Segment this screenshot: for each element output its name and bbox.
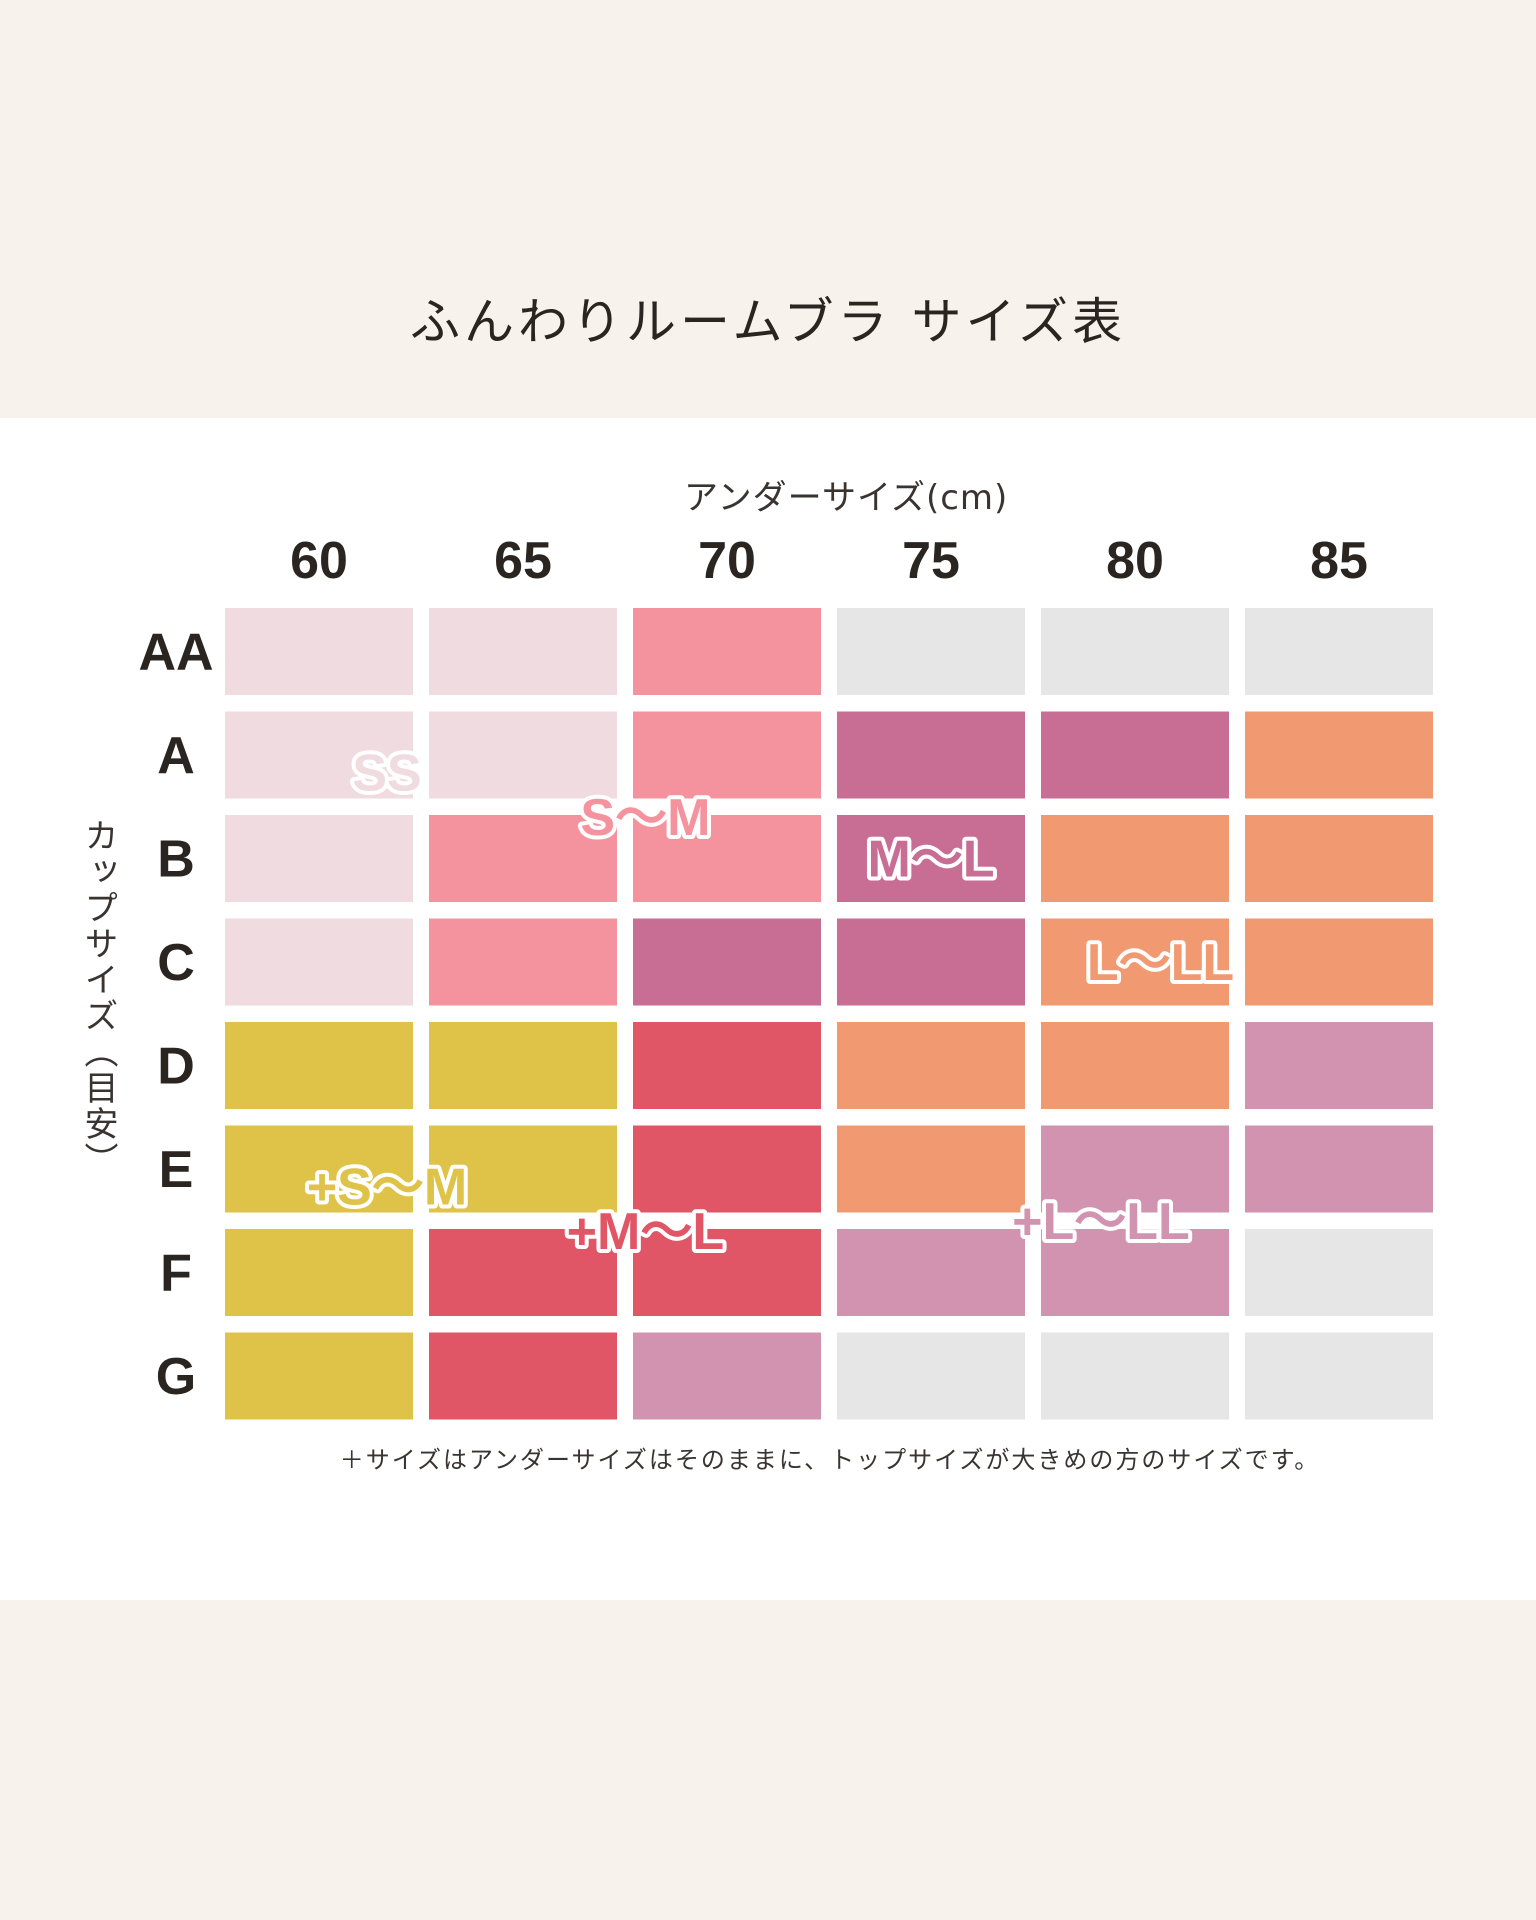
cell-C-85: [1245, 918, 1433, 1006]
cell-E-65: [429, 1125, 617, 1213]
cell-AA-60: [225, 608, 413, 695]
column-header-75: 75: [902, 532, 960, 590]
cell-F-60: [225, 1229, 413, 1316]
cell-G-80: [1041, 1332, 1229, 1420]
cell-D-80: [1041, 1022, 1229, 1109]
cell-E-75: [837, 1125, 1025, 1213]
cell-D-85: [1245, 1022, 1433, 1109]
row-header-B: B: [157, 831, 195, 889]
cell-AA-80: [1041, 608, 1229, 695]
size-label-s-to-m: S〜M: [580, 789, 710, 847]
cell-B-80: [1041, 815, 1229, 902]
cell-A-85: [1245, 711, 1433, 799]
cell-C-60: [225, 918, 413, 1006]
x-axis-title: アンダーサイズ(cm): [684, 478, 1009, 518]
cell-F-65: [429, 1229, 617, 1316]
cell-G-75: [837, 1332, 1025, 1420]
cell-B-60: [225, 815, 413, 902]
cell-AA-85: [1245, 608, 1433, 695]
cell-F-75: [837, 1229, 1025, 1316]
cell-D-65: [429, 1022, 617, 1109]
cell-G-85: [1245, 1332, 1433, 1420]
cell-E-85: [1245, 1125, 1433, 1213]
column-header-60: 60: [290, 532, 348, 590]
cell-C-75: [837, 918, 1025, 1006]
size-label-plus-s-to-m: +S〜M: [307, 1158, 467, 1216]
cell-E-80: [1041, 1125, 1229, 1213]
cell-A-75: [837, 711, 1025, 799]
cell-B-65: [429, 815, 617, 902]
cell-A-80: [1041, 711, 1229, 799]
page-title: ふんわりルームブラ サイズ表: [410, 293, 1126, 351]
cell-A-65: [429, 711, 617, 799]
cell-E-60: [225, 1125, 413, 1213]
row-header-D: D: [157, 1038, 195, 1096]
cell-C-65: [429, 918, 617, 1006]
cell-E-70: [633, 1125, 821, 1213]
column-header-80: 80: [1106, 532, 1164, 590]
cell-D-75: [837, 1022, 1025, 1109]
size-label-l-to-ll: L〜LL: [1087, 934, 1234, 992]
column-header-65: 65: [494, 532, 552, 590]
footnote: ＋サイズはアンダーサイズはそのままに、トップサイズが大きめの方のサイズです。: [339, 1446, 1321, 1474]
row-header-E: E: [159, 1141, 194, 1199]
column-header-85: 85: [1310, 532, 1368, 590]
size-label-ss: SS: [352, 744, 421, 802]
column-header-70: 70: [698, 532, 756, 590]
cell-F-70: [633, 1229, 821, 1316]
cell-A-70: [633, 711, 821, 799]
size-label-plus-m-to-l: +M〜L: [567, 1203, 724, 1261]
row-header-F: F: [160, 1245, 192, 1303]
cell-A-60: [225, 711, 413, 799]
cell-C-80: [1041, 918, 1229, 1006]
cell-G-65: [429, 1332, 617, 1420]
row-header-A: A: [157, 727, 195, 785]
size-label-plus-l-to-ll: +L〜LL: [1012, 1193, 1190, 1251]
cell-G-60: [225, 1332, 413, 1420]
cell-AA-75: [837, 608, 1025, 695]
y-axis-title: カップサイズ（目安）: [78, 818, 118, 1178]
cell-AA-70: [633, 608, 821, 695]
cell-D-70: [633, 1022, 821, 1109]
size-label-m-to-l: M〜L: [867, 831, 994, 889]
row-header-AA: AA: [138, 624, 213, 682]
row-header-G: G: [156, 1348, 196, 1406]
cell-F-80: [1041, 1229, 1229, 1316]
cell-B-85: [1245, 815, 1433, 902]
cell-F-85: [1245, 1229, 1433, 1316]
cell-G-70: [633, 1332, 821, 1420]
cell-C-70: [633, 918, 821, 1006]
cell-B-75: [837, 815, 1025, 902]
row-header-C: C: [157, 934, 195, 992]
cell-D-60: [225, 1022, 413, 1109]
cell-B-70: [633, 815, 821, 902]
cell-AA-65: [429, 608, 617, 695]
